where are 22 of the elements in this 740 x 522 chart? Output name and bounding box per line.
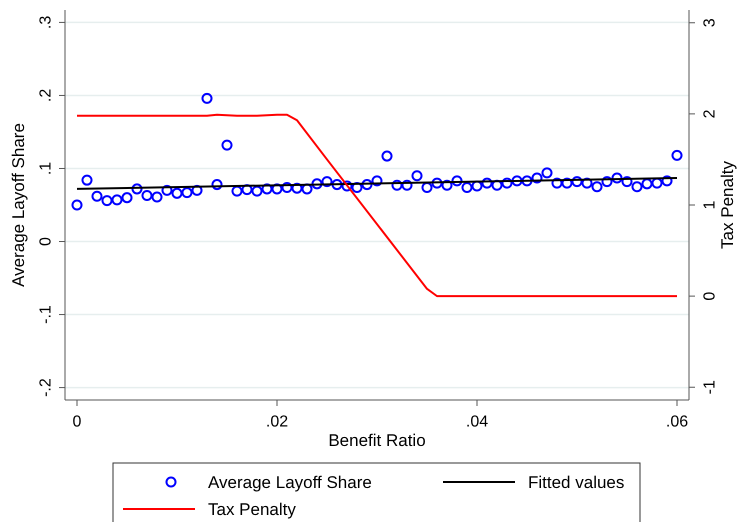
y2-tick-label: 3 — [702, 18, 719, 28]
y2-tick-label: -1 — [702, 380, 719, 394]
y-axis-title: Average Layoff Share — [9, 123, 28, 287]
legend-label: Average Layoff Share — [208, 473, 372, 492]
line-series — [76, 114, 678, 298]
y2-tick-label: 0 — [702, 292, 719, 301]
y-tick-label: -.1 — [38, 305, 55, 324]
y-tick-label: -.2 — [38, 378, 55, 397]
y-tick-label: .1 — [38, 162, 55, 176]
legend-label: Fitted values — [528, 473, 624, 492]
legend-label: Tax Penalty — [208, 500, 296, 519]
y-tick-label: 0 — [38, 236, 55, 246]
y-tick-label: .3 — [38, 16, 55, 30]
x-tick-label: .04 — [466, 414, 488, 431]
x-tick-label: .06 — [666, 414, 688, 431]
y-tick-label: .2 — [38, 88, 55, 102]
x-tick-label: 0 — [72, 414, 82, 431]
y2-tick-label: 2 — [702, 109, 719, 118]
y2-tick-label: 1 — [702, 200, 719, 210]
x-axis-title: Benefit Ratio — [328, 431, 426, 450]
y2-axis-title: Tax Penalty — [718, 160, 737, 249]
x-tick-label: .02 — [266, 414, 288, 431]
